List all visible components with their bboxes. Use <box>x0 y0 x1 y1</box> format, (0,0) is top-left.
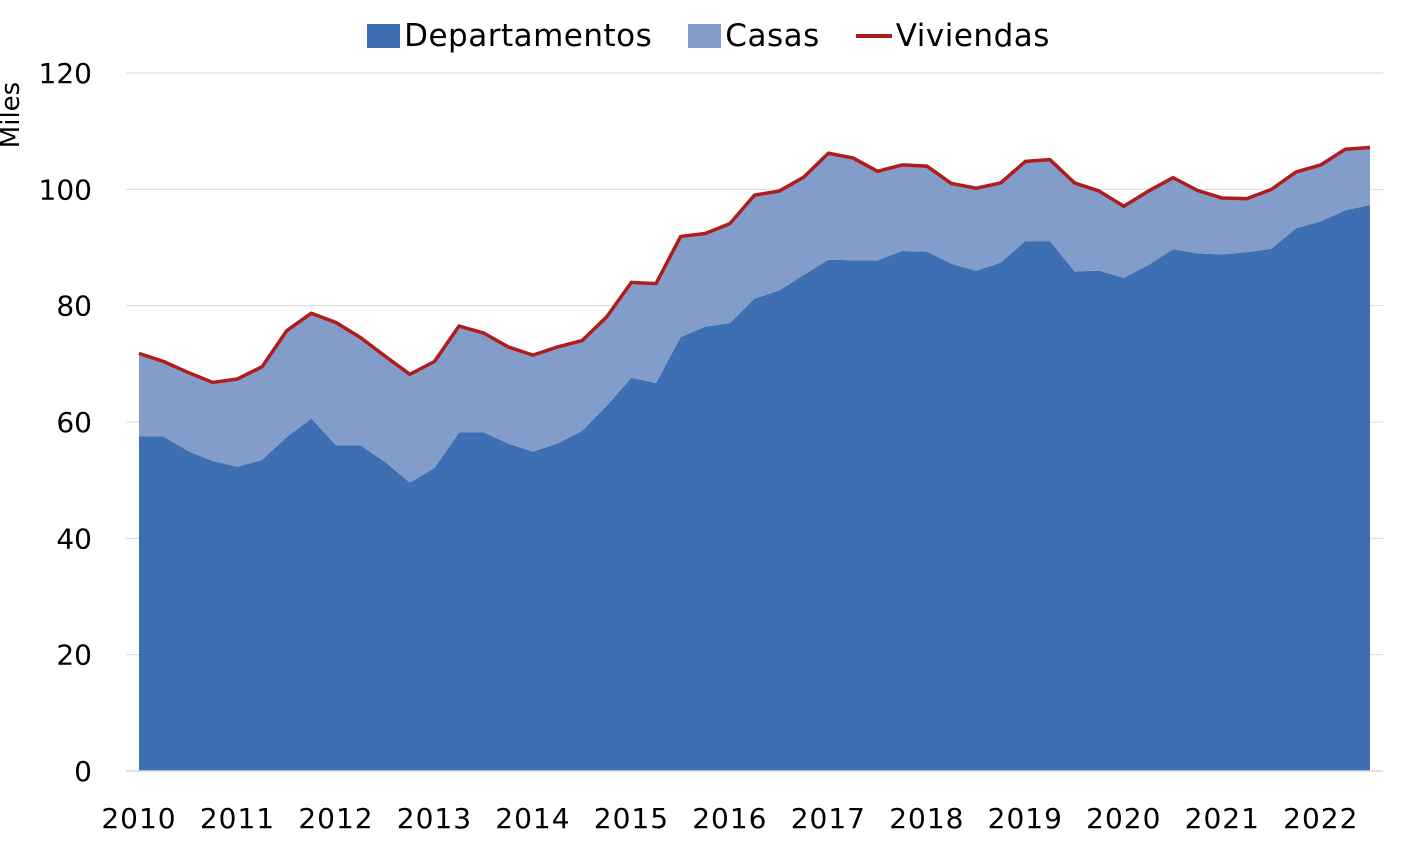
legend-item-casas: Casas <box>688 18 819 54</box>
y-tick-label-100: 100 <box>39 173 92 206</box>
y-tick-label-60: 60 <box>56 406 92 439</box>
legend-label-viviendas: Viviendas <box>895 18 1050 54</box>
y-tick-label-20: 20 <box>56 639 92 672</box>
legend-swatch-departamentos <box>367 24 401 48</box>
x-tick-label-2021: 2021 <box>1185 802 1260 835</box>
area-casas <box>139 147 1370 483</box>
y-tick-label-80: 80 <box>56 290 92 323</box>
x-tick-label-2022: 2022 <box>1283 802 1358 835</box>
y-tick-label-120: 120 <box>39 57 92 90</box>
x-tick-label-2011: 2011 <box>200 802 275 835</box>
x-tick-label-2016: 2016 <box>692 802 767 835</box>
x-tick-label-2019: 2019 <box>988 802 1063 835</box>
legend: Departamentos Casas Viviendas <box>0 14 1417 58</box>
x-tick-label-2012: 2012 <box>298 802 373 835</box>
y-tick-label-0: 0 <box>74 755 92 788</box>
x-tick-label-2018: 2018 <box>889 802 964 835</box>
area-departamentos <box>139 205 1370 771</box>
x-tick-label-2010: 2010 <box>101 802 176 835</box>
legend-item-departamentos: Departamentos <box>367 18 652 54</box>
legend-label-departamentos: Departamentos <box>404 18 653 54</box>
legend-label-casas: Casas <box>725 18 820 54</box>
y-tick-label-40: 40 <box>56 522 92 555</box>
x-tick-label-2013: 2013 <box>397 802 472 835</box>
legend-swatch-viviendas <box>855 34 892 38</box>
x-tick-label-2015: 2015 <box>594 802 669 835</box>
y-axis-label: Miles <box>0 81 27 149</box>
x-tick-label-2014: 2014 <box>495 802 570 835</box>
line-viviendas <box>138 145 1371 385</box>
legend-item-viviendas: Viviendas <box>855 18 1050 54</box>
x-tick-label-2020: 2020 <box>1086 802 1161 835</box>
legend-swatch-casas <box>688 24 722 48</box>
x-tick-label-2017: 2017 <box>791 802 866 835</box>
